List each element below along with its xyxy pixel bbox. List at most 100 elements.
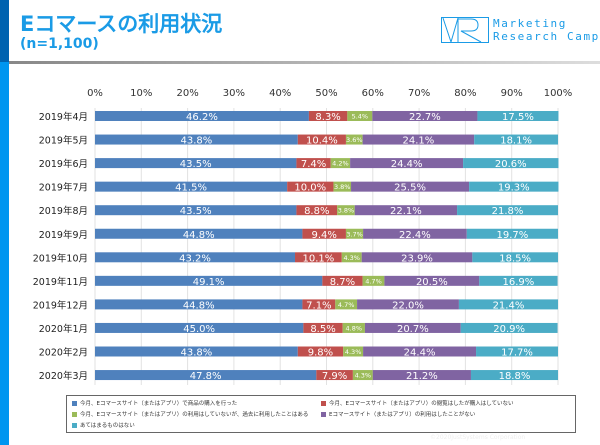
bar-segment [302,299,336,310]
bar-segment [463,158,559,169]
y-tick-label: 2019年6月 [39,158,88,170]
bar-segment [350,158,464,169]
data-label: 16.9% [503,277,535,288]
bar-segment [364,322,461,333]
data-label: 3.7% [346,230,363,238]
legend-swatch [72,423,77,428]
data-label: 8.5% [310,324,335,335]
y-tick-label: 2019年12月 [33,299,88,311]
bar-segment [302,228,346,239]
data-label: 20.5% [416,277,448,288]
bar-segment [308,111,348,121]
bar-segment [95,346,298,357]
bar-segment [363,346,477,357]
legend-item: 今月、Eコマースサイト（またはアプリ）の閲覧はしたが購入はしていない [321,399,514,407]
data-label: 4.7% [338,301,355,309]
y-tick-label: 2019年9月 [39,229,88,241]
y-tick-label: 2020年1月 [39,323,88,335]
bar-segment [95,275,323,286]
bar-segment [95,158,297,169]
data-label: 5.4% [352,113,369,121]
bar-segment [95,228,303,239]
data-label: 10.1% [303,253,335,264]
bar-segment [296,158,331,169]
bar-segment [479,275,558,286]
data-label: 21.8% [492,206,524,217]
data-label: 18.5% [499,253,531,264]
bar-segment [95,181,288,192]
legend-item: 今月、Eコマースサイト（またはアプリ）の利用はしていないが、過去に利用したことは… [72,410,308,418]
data-label: 21.4% [493,300,525,311]
x-tick-label: 50% [315,88,337,99]
accent-stripe [0,62,9,445]
logo-line-2: Research Camp [493,30,600,43]
data-label: 43.8% [181,348,213,359]
data-label: 22.7% [409,112,441,123]
data-label: 45.0% [183,324,215,335]
x-tick-label: 100% [544,88,573,99]
legend-item: Eコマースサイト（またはアプリ）の利用はしたことがない [321,410,475,418]
data-label: 44.8% [183,300,215,311]
bar-segment [477,111,559,121]
x-tick-label: 90% [501,88,523,99]
data-label: 43.8% [181,136,213,147]
data-label: 24.4% [391,159,423,170]
bar-segment [345,228,364,239]
bar-segment [95,299,303,310]
x-tick-label: 10% [130,88,152,99]
bar-segment [345,134,363,145]
data-label: 46.2% [186,112,218,123]
y-tick-label: 2020年3月 [39,370,88,382]
data-label: 25.5% [394,183,426,194]
x-tick-label: 60% [362,88,384,99]
data-label: 10.0% [294,183,326,194]
y-tick-label: 2019年8月 [39,205,88,217]
x-tick-label: 20% [176,88,198,99]
bar-segment [372,111,478,121]
data-label: 10.4% [306,136,338,147]
bar-segment [95,370,317,381]
page-title: Eコマースの利用状況 [20,12,223,36]
legend-item: 今月、Eコマースサイト（またはアプリ）で商品の購入を行った [72,399,237,407]
data-label: 23.9% [401,253,433,264]
data-label: 49.1% [193,277,225,288]
accent-stripe [0,0,9,62]
bar-segment [470,370,558,381]
data-label: 9.8% [308,348,333,359]
bar-segment [297,346,344,357]
legend-swatch [321,401,326,406]
data-label: 21.2% [406,371,438,382]
bar-segment [303,322,343,333]
bar-segment [341,252,362,263]
data-label: 43.5% [180,159,212,170]
y-tick-label: 2019年4月 [39,111,88,123]
data-label: 24.1% [403,136,435,147]
data-label: 20.9% [493,324,525,335]
data-label: 7.9% [322,371,347,382]
bar-segment [476,346,558,357]
bar-segment [335,299,358,310]
bar-segment [347,111,373,121]
y-tick-label: 2020年2月 [39,347,88,359]
bar-segment [474,134,558,145]
bar-segment [333,181,352,192]
data-label: 4.7% [365,277,382,285]
bar-segment [95,252,296,263]
bar-segment [95,205,297,216]
data-label: 4.8% [346,324,363,332]
logo-icon [441,17,489,43]
bar-segment [372,370,471,381]
bar-segment [460,322,558,333]
bar-segment [469,181,559,192]
data-label: 7.1% [306,300,331,311]
data-label: 7.4% [301,159,326,170]
data-label: 18.8% [499,371,531,382]
y-tick-label: 2019年7月 [39,182,88,194]
bar-segment [342,322,365,333]
bar-segment [362,275,385,286]
legend-swatch [321,412,326,417]
bar-segment [458,299,558,310]
data-label: 22.0% [392,300,424,311]
x-tick-label: 0% [87,88,103,99]
data-label: 18.1% [500,136,532,147]
